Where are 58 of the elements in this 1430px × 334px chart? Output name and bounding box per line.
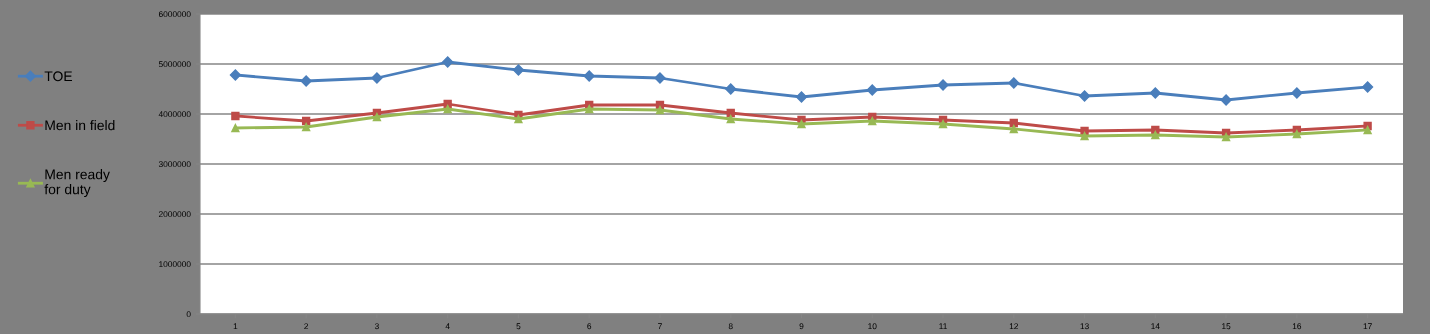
x-tick-label: 7 — [658, 323, 662, 330]
x-tick-label: 17 — [1363, 323, 1372, 330]
legend-label: Men in field — [45, 120, 115, 131]
x-tick-label: 3 — [374, 323, 379, 330]
y-tick-label: 4000000 — [158, 111, 191, 118]
point — [229, 69, 241, 81]
x-tick-label: 1 — [233, 323, 238, 330]
x-tick-label: 10 — [868, 323, 877, 330]
y-tick-label: 6000000 — [158, 11, 191, 18]
y-tick-label: 2000000 — [158, 211, 191, 218]
point — [585, 104, 594, 114]
x-tick-label: 16 — [1292, 323, 1302, 330]
x-tick-label: 2 — [304, 323, 309, 330]
point — [1009, 124, 1018, 134]
point — [868, 116, 877, 126]
y-tick-label: 1000000 — [159, 261, 191, 268]
point — [514, 114, 523, 124]
point — [1221, 132, 1231, 142]
point — [231, 123, 240, 133]
point — [726, 114, 735, 124]
point — [372, 112, 382, 122]
point — [1078, 90, 1091, 102]
y-tick-label: 3000000 — [158, 161, 191, 168]
point — [1362, 81, 1374, 93]
point — [797, 119, 806, 129]
point — [231, 111, 240, 121]
x-tick-label: 15 — [1222, 323, 1231, 330]
x-tick-label: 6 — [587, 323, 592, 330]
point — [301, 122, 311, 132]
point — [300, 75, 312, 87]
point — [442, 56, 454, 68]
x-tick-label: 14 — [1151, 323, 1160, 330]
point — [795, 91, 808, 103]
point — [938, 119, 948, 129]
x-tick-label: 11 — [939, 323, 947, 330]
point — [583, 70, 595, 82]
point — [725, 83, 737, 95]
legend-label: Men ready for duty — [44, 169, 110, 198]
point — [655, 105, 665, 115]
x-tick-label: 12 — [1009, 323, 1019, 330]
x-tick-label: 13 — [1080, 323, 1089, 330]
x-tick-label: 4 — [445, 323, 450, 330]
point — [512, 64, 525, 76]
point — [866, 84, 878, 96]
point — [1292, 129, 1302, 139]
point — [1151, 130, 1160, 140]
point — [1149, 87, 1161, 99]
point — [1291, 87, 1303, 99]
point — [1008, 77, 1020, 89]
point — [443, 104, 452, 114]
y-tick-label: 0 — [186, 311, 191, 318]
legend-label: TOE — [44, 71, 73, 82]
point — [1363, 125, 1372, 135]
x-tick-label: 8 — [728, 323, 733, 330]
x-tick-label: 9 — [799, 323, 804, 330]
x-tick-label: 5 — [516, 323, 521, 330]
y-tick-label: 5000000 — [158, 61, 191, 68]
point — [1080, 131, 1089, 141]
